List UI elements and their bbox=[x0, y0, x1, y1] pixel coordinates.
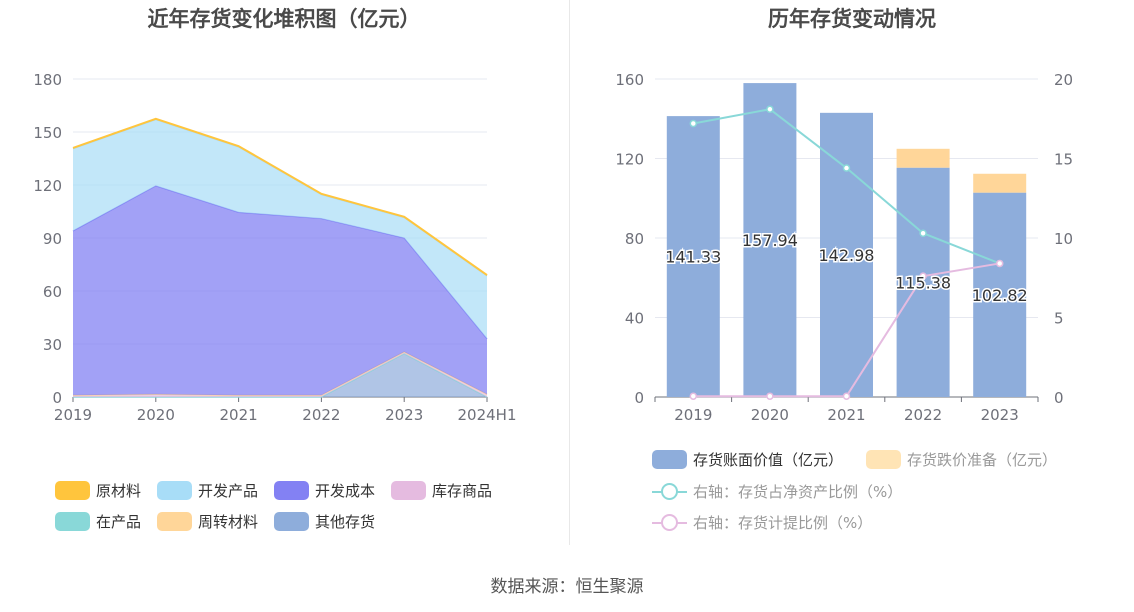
x-tick-label: 2020 bbox=[137, 406, 175, 424]
legend-item[interactable]: 周转材料 bbox=[157, 511, 258, 532]
bar-provision bbox=[973, 173, 1027, 193]
area-series bbox=[73, 119, 487, 339]
legend-swatch bbox=[391, 481, 426, 500]
legend-item[interactable]: 存货账面价值（亿元） bbox=[652, 449, 843, 470]
y2-tick-label: 5 bbox=[1054, 310, 1064, 328]
bar-provision bbox=[896, 148, 950, 168]
line-point bbox=[689, 392, 698, 400]
y-tick-label: 0 bbox=[634, 389, 644, 407]
bar-line-chart: 0 40 80 120 160 0 5 10 15 20 2019 2020 2021 2022 2023 1… bbox=[615, 71, 1073, 424]
legend-swatch bbox=[652, 513, 687, 532]
legend-item[interactable]: 开发成本 bbox=[274, 480, 375, 501]
y-tick-label: 160 bbox=[615, 71, 644, 89]
legend-label: 其他存货 bbox=[315, 513, 376, 531]
area-series bbox=[73, 353, 487, 397]
stacked-area-chart: 0 30 60 90 120 150 180 2019 2020 2021 2022 2023 2024… bbox=[33, 71, 517, 424]
right-chart-panel: 历年存货变动情况 0 40 80 120 160 0 5 10 15 20 2019 2020 2021… bbox=[570, 0, 1134, 545]
y2-tick-label: 20 bbox=[1054, 71, 1073, 89]
line-point bbox=[766, 392, 774, 400]
bar-book-value bbox=[973, 192, 1027, 397]
x-tick-label: 2023 bbox=[385, 406, 423, 424]
x-tick-label: 2022 bbox=[904, 406, 942, 424]
legend-swatch bbox=[157, 481, 192, 500]
legend-swatch bbox=[274, 512, 309, 531]
legend-item[interactable]: 在产品 bbox=[55, 511, 141, 532]
legend-item[interactable]: 开发产品 bbox=[157, 480, 258, 501]
y-tick-label: 80 bbox=[625, 230, 644, 248]
bar-data-label: 157.94 bbox=[742, 231, 798, 250]
line-point bbox=[766, 105, 774, 113]
legend-item[interactable]: 原材料 bbox=[55, 480, 141, 501]
left-chart-title: 近年存货变化堆积图（亿元） bbox=[147, 7, 421, 31]
legend-label: 周转材料 bbox=[198, 513, 259, 531]
legend-item[interactable]: 右轴：存货计提比例（%） bbox=[652, 512, 872, 533]
line-point bbox=[919, 229, 927, 237]
bar-data-label: 141.33 bbox=[665, 248, 721, 267]
x-tick-label: 2021 bbox=[827, 406, 865, 424]
x-tick-label: 2020 bbox=[751, 406, 789, 424]
x-tick-label: 2019 bbox=[674, 406, 712, 424]
bar-data-label: 115.38 bbox=[895, 273, 951, 292]
legend-item[interactable]: 右轴：存货占净资产比例（%） bbox=[652, 481, 902, 502]
legend-label: 库存商品 bbox=[432, 482, 493, 500]
y-tick-label: 60 bbox=[43, 283, 62, 301]
y-tick-label: 0 bbox=[52, 389, 62, 407]
x-tick-label: 2023 bbox=[981, 406, 1019, 424]
line-point bbox=[689, 119, 698, 128]
line-point bbox=[919, 272, 927, 280]
data-source: 数据来源：恒生聚源 bbox=[490, 577, 644, 597]
legend-item[interactable]: 存货跌价准备（亿元） bbox=[866, 449, 1057, 470]
y-tick-label: 30 bbox=[43, 336, 62, 354]
y-tick-label: 120 bbox=[33, 177, 62, 195]
y2-tick-label: 0 bbox=[1054, 389, 1064, 407]
y2-tick-label: 10 bbox=[1054, 230, 1073, 248]
y-tick-label: 40 bbox=[625, 310, 644, 328]
legend-swatch bbox=[274, 481, 309, 500]
x-tick-label: 2019 bbox=[54, 406, 92, 424]
legend-swatch bbox=[652, 482, 687, 501]
bar-book-value bbox=[820, 112, 873, 398]
left-chart-panel: 近年存货变化堆积图（亿元） 0 30 60 90 120 150 180 2019 2020 20… bbox=[0, 0, 568, 545]
area-series-line bbox=[72, 117, 488, 276]
line-point bbox=[842, 392, 851, 400]
legend-label: 存货账面价值（亿元） bbox=[693, 451, 844, 469]
line-point bbox=[842, 164, 851, 172]
legend-label: 在产品 bbox=[96, 513, 142, 531]
legend-label: 右轴：存货计提比例（%） bbox=[693, 514, 873, 532]
x-tick-label: 2024H1 bbox=[458, 406, 517, 424]
y-tick-label: 120 bbox=[615, 151, 644, 169]
legend-swatch bbox=[157, 512, 192, 531]
x-tick-label: 2021 bbox=[220, 406, 258, 424]
legend-label: 右轴：存货占净资产比例（%） bbox=[693, 483, 903, 501]
y2-tick-label: 15 bbox=[1054, 151, 1073, 169]
bar-book-value bbox=[743, 83, 797, 398]
line-point bbox=[995, 259, 1004, 268]
y-tick-label: 150 bbox=[33, 124, 62, 142]
bar-data-label: 102.82 bbox=[972, 286, 1028, 305]
legend-swatch bbox=[55, 512, 90, 531]
bar-book-value bbox=[666, 116, 720, 397]
legend-label: 存货跌价准备（亿元） bbox=[907, 451, 1058, 469]
x-tick-label: 2022 bbox=[302, 406, 340, 424]
panel-divider bbox=[569, 0, 570, 545]
legend-label: 原材料 bbox=[96, 482, 142, 500]
legend-item[interactable]: 其他存货 bbox=[274, 511, 375, 532]
legend-swatch bbox=[652, 450, 687, 469]
legend-swatch bbox=[55, 481, 90, 500]
legend-label: 开发产品 bbox=[198, 482, 259, 500]
area-series bbox=[73, 185, 487, 396]
right-chart-title: 历年存货变动情况 bbox=[768, 7, 936, 31]
legend-label: 开发成本 bbox=[315, 482, 376, 500]
y-tick-label: 180 bbox=[33, 71, 62, 89]
bar-data-label: 142.98 bbox=[819, 246, 875, 265]
bar-book-value bbox=[896, 167, 950, 397]
legend-item[interactable]: 库存商品 bbox=[391, 480, 492, 501]
legend-swatch bbox=[866, 450, 901, 469]
y-tick-label: 90 bbox=[43, 230, 62, 248]
